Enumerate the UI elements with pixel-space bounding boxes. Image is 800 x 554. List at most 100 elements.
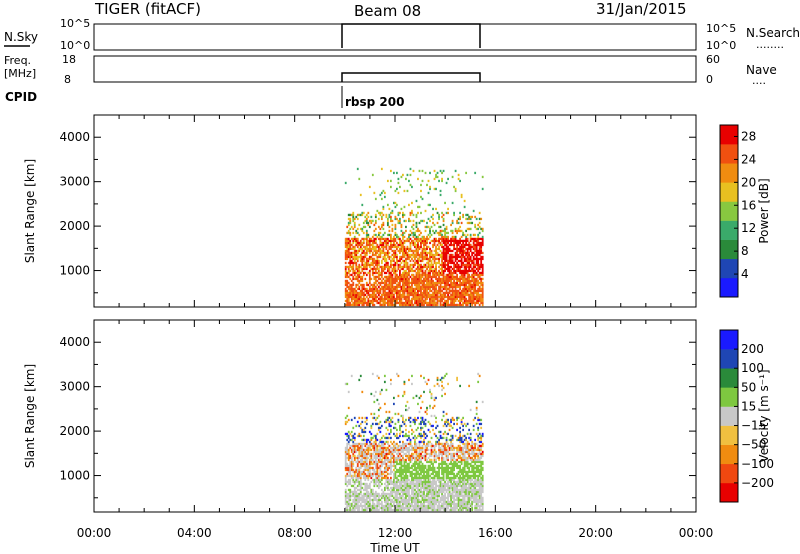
heatmap-cell — [444, 460, 446, 464]
heatmap-cell — [420, 426, 422, 430]
heatmap-cell — [432, 506, 434, 510]
heatmap-cell — [442, 279, 445, 283]
heatmap-cell — [430, 486, 433, 490]
heatmap-cell — [403, 289, 406, 293]
heatmap-cell — [374, 277, 377, 281]
heatmap-cell — [421, 440, 424, 444]
heatmap-cell — [347, 406, 350, 410]
heatmap-cell — [367, 297, 370, 301]
heatmap-cell — [406, 486, 409, 490]
heatmap-cell — [355, 500, 358, 504]
heatmap-cell — [406, 484, 409, 488]
heatmap-cell — [442, 257, 445, 261]
heatmap-cell — [436, 297, 439, 301]
heatmap-cell — [353, 492, 356, 496]
heatmap-cell — [453, 263, 455, 267]
heatmap-cell — [421, 301, 424, 305]
heatmap-cell — [386, 233, 389, 237]
heatmap-cell — [432, 472, 434, 476]
heatmap-cell — [435, 275, 437, 279]
heatmap-cell — [379, 446, 382, 450]
heatmap-cell — [367, 448, 370, 452]
heatmap-cell — [368, 257, 371, 261]
heatmap-cell — [418, 255, 421, 259]
heatmap-cell — [444, 442, 446, 446]
heatmap-cell — [344, 462, 347, 466]
heatmap-cell — [374, 237, 377, 241]
heatmap-cell — [374, 390, 377, 394]
heatmap-cell — [445, 277, 448, 281]
heatmap-cell — [370, 490, 373, 494]
heatmap-cell — [444, 231, 446, 235]
heatmap-cell — [411, 448, 413, 452]
heatmap-cell — [397, 484, 400, 488]
heatmap-cell — [429, 235, 431, 239]
heatmap-cell — [391, 223, 394, 227]
heatmap-cell — [462, 279, 465, 283]
heatmap-cell — [424, 277, 427, 281]
heatmap-cell — [451, 237, 454, 241]
heatmap-cell — [466, 233, 469, 237]
heatmap-cell — [346, 283, 349, 287]
heatmap-cell — [414, 458, 416, 462]
heatmap-cell — [379, 406, 382, 410]
heatmap-cell — [399, 217, 401, 221]
heatmap-cell — [346, 444, 349, 448]
heatmap-cell — [436, 454, 439, 458]
heatmap-cell — [475, 247, 478, 251]
heatmap-cell — [463, 275, 466, 279]
heatmap-cell — [469, 269, 472, 273]
heatmap-cell — [391, 494, 394, 498]
heatmap-cell — [424, 486, 427, 490]
heatmap-cell — [424, 257, 427, 261]
heatmap-cell — [355, 271, 358, 275]
heatmap-cell — [409, 293, 412, 297]
heatmap-cell — [356, 456, 359, 460]
heatmap-cell — [403, 498, 406, 502]
heatmap-cell — [403, 261, 406, 265]
heatmap-cell — [444, 484, 446, 488]
heatmap-cell — [469, 215, 472, 219]
heatmap-cell — [417, 243, 419, 247]
heatmap-cell — [376, 289, 379, 293]
heatmap-cell — [382, 281, 385, 285]
heatmap-cell — [421, 275, 424, 279]
heatmap-cell — [403, 241, 406, 245]
heatmap-cell — [367, 478, 370, 482]
heatmap-cell — [463, 233, 466, 237]
heatmap-cell — [441, 271, 443, 275]
heatmap-cell — [373, 191, 376, 195]
heatmap-cell — [403, 452, 406, 456]
heatmap-cell — [441, 261, 443, 265]
heatmap-cell — [391, 295, 394, 299]
heatmap-cell — [380, 472, 383, 476]
heatmap-cell — [405, 301, 407, 305]
heatmap-cell — [447, 277, 449, 281]
heatmap-cell — [403, 422, 406, 426]
heatmap-cell — [414, 249, 416, 253]
heatmap-cell — [411, 456, 413, 460]
heatmap-cell — [426, 472, 428, 476]
heatmap-cell — [388, 251, 391, 255]
colorbar-tick-label: 28 — [741, 129, 756, 143]
heatmap-cell — [361, 293, 364, 297]
heatmap-cell — [424, 478, 427, 482]
heatmap-cell — [349, 251, 352, 255]
heatmap-cell — [364, 450, 367, 454]
heatmap-cell — [388, 279, 391, 283]
heatmap-cell — [399, 470, 401, 474]
heatmap-cell — [433, 506, 436, 510]
heatmap-cell — [362, 454, 365, 458]
heatmap-cell — [356, 251, 359, 255]
heatmap-cell — [448, 249, 451, 253]
heatmap-cell — [427, 472, 430, 476]
heatmap-cell — [344, 506, 347, 510]
heatmap-cell — [388, 498, 391, 502]
heatmap-cell — [436, 436, 439, 440]
heatmap-cell — [405, 482, 407, 486]
heatmap-cell — [400, 257, 403, 261]
heatmap-cell — [418, 482, 421, 486]
heatmap-cell — [403, 506, 406, 510]
heatmap-cell — [397, 456, 400, 460]
heatmap-cell — [424, 247, 427, 251]
